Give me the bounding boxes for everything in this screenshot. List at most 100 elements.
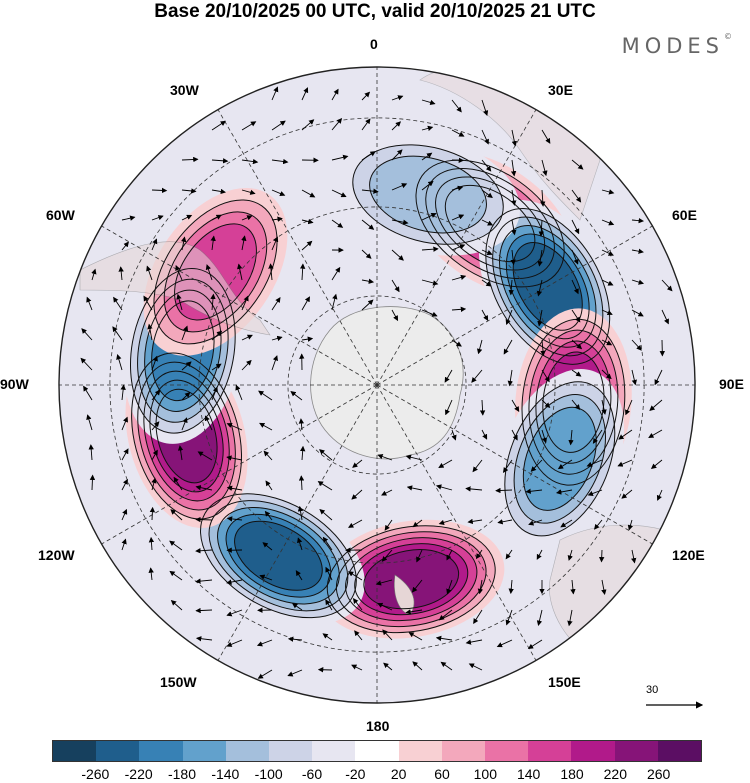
wind-arrow — [530, 459, 543, 472]
colorbar-tick-label: 60 — [434, 766, 450, 782]
wind-arrow — [560, 519, 573, 528]
wind-arrow — [181, 236, 187, 251]
wind-arrow — [361, 188, 379, 194]
wind-arrow — [147, 323, 153, 341]
wind-arrow — [299, 445, 306, 461]
wind-arrow — [317, 481, 333, 491]
wind-arrow — [181, 188, 197, 194]
wind-arrow — [211, 214, 222, 221]
wind-arrow — [151, 215, 164, 221]
wind-arrow — [361, 151, 376, 161]
wind-arrow — [587, 489, 603, 497]
logo-mark: © — [724, 32, 732, 41]
wind-arrow — [81, 328, 93, 341]
wind-arrow — [451, 99, 462, 113]
colorbar-tick-label: -260 — [81, 766, 110, 782]
wind-arrow — [391, 183, 408, 191]
wind-arrow — [297, 537, 303, 551]
wind-arrow — [271, 120, 286, 131]
wind-arrow — [592, 429, 603, 444]
wind-arrow — [438, 519, 453, 525]
wind-arrow — [297, 505, 304, 521]
wind-arrow — [481, 189, 493, 199]
contour-line — [535, 340, 612, 464]
colorbar-swatch — [355, 741, 399, 761]
wind-arrow — [241, 235, 247, 251]
wind-arrow — [601, 369, 612, 380]
wind-arrow — [481, 99, 489, 116]
wind-arrow — [505, 609, 513, 626]
wind-arrow — [556, 489, 573, 495]
wind-arrow — [226, 422, 243, 431]
wind-arrow — [586, 459, 603, 467]
wind-arrow — [451, 306, 467, 313]
contour-line — [513, 394, 607, 524]
wind-arrow — [377, 454, 393, 461]
wind-arrow — [121, 416, 128, 431]
wind-arrow — [361, 249, 372, 259]
wind-arrow — [377, 602, 393, 611]
wind-arrow — [440, 661, 453, 671]
wind-arrow — [421, 152, 433, 161]
wind-arrow — [352, 598, 363, 611]
wind-arrow — [151, 421, 160, 431]
wind-arrow — [295, 570, 303, 581]
wind-arrow — [503, 339, 513, 355]
wind-arrow — [116, 354, 123, 371]
wind-arrow — [571, 399, 581, 411]
wind-arrow — [83, 385, 93, 401]
contour-line — [352, 144, 504, 245]
wind-arrow — [259, 574, 273, 581]
colorbar-tick-label: 100 — [473, 766, 498, 782]
colorbar-ticks: -260 -220 -180 -140 -100 -60 -20 20 60 100 140 180 2… — [52, 766, 702, 782]
wind-arrow — [451, 129, 465, 137]
contour-line — [143, 370, 230, 502]
wind-arrow — [290, 391, 303, 401]
contour-line — [144, 289, 222, 412]
wind-arrow — [241, 295, 249, 311]
anomaly-contour-fill — [363, 549, 459, 609]
wind-arrow — [391, 95, 404, 101]
wind-arrow — [121, 478, 128, 491]
wind-arrow — [383, 662, 393, 671]
contour-line — [415, 159, 565, 288]
wind-arrow — [451, 339, 462, 347]
colorbar-swatch — [225, 741, 270, 761]
wind-arrow — [541, 399, 551, 409]
wind-arrow — [391, 309, 399, 322]
wind-arrow — [496, 639, 513, 648]
wind-arrow — [331, 189, 347, 198]
wind-arrow — [181, 391, 191, 401]
wind-arrow — [382, 629, 393, 641]
wind-arrow — [601, 399, 607, 415]
wind-arrow — [298, 475, 305, 491]
wind-arrow — [322, 536, 333, 551]
wind-arrow — [120, 384, 126, 401]
wind-arrow — [226, 579, 243, 585]
lon-label-180: 180 — [366, 718, 390, 734]
wind-arrow — [481, 429, 488, 440]
wind-arrow — [322, 633, 333, 641]
wind-arrow — [537, 309, 543, 327]
wind-arrow — [384, 519, 393, 531]
wind-arrow — [538, 219, 544, 237]
wind-arrow — [80, 357, 93, 371]
wind-arrow — [351, 489, 363, 500]
colorbar-swatch — [53, 741, 97, 761]
wind-arrow — [331, 266, 341, 281]
wind-arrow — [195, 548, 213, 554]
wind-arrow — [170, 599, 183, 611]
wind-arrow — [468, 663, 483, 671]
wind-arrow — [557, 459, 573, 470]
wind-arrow — [241, 158, 259, 165]
contour-line — [155, 388, 218, 484]
wind-arrow — [197, 451, 213, 461]
colorbar-swatch — [441, 741, 486, 761]
wind-arrow — [571, 279, 579, 295]
wind-arrow — [235, 384, 243, 401]
contour-line — [149, 379, 224, 493]
wind-arrow — [481, 309, 489, 322]
wind-arrow — [381, 549, 393, 562]
wind-arrow — [118, 266, 124, 281]
contour-line — [528, 329, 619, 475]
